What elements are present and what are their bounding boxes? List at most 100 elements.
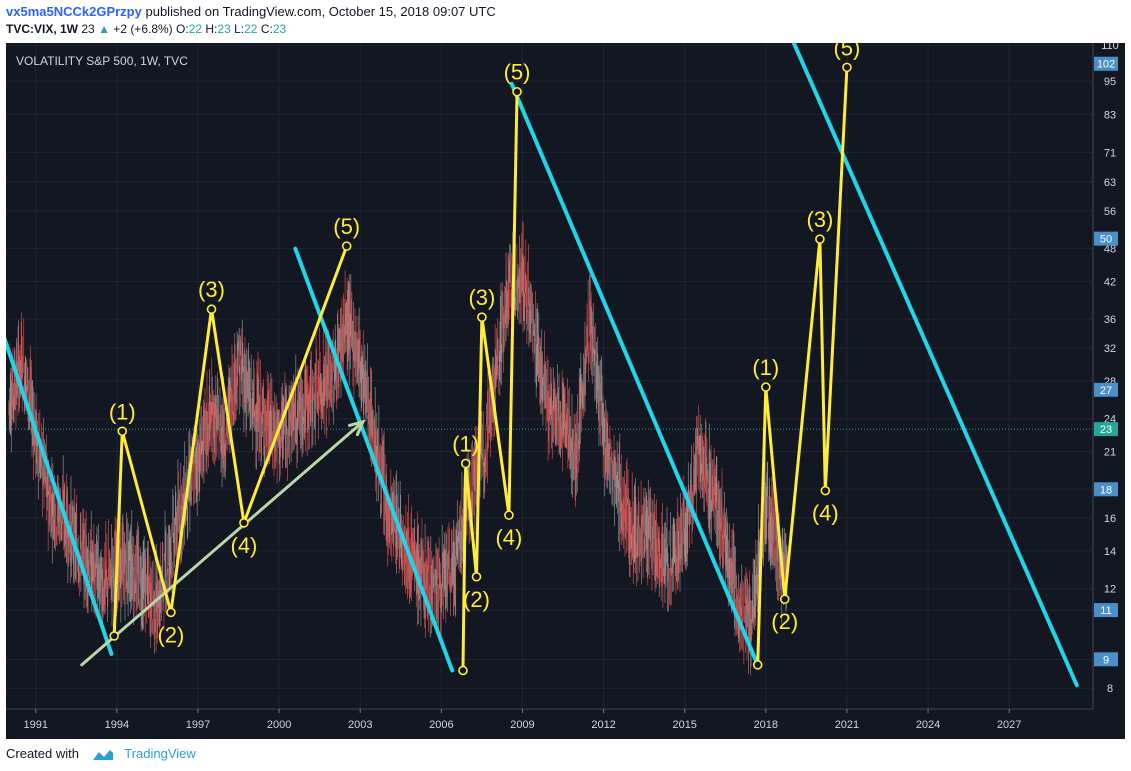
- y-tick-label: 21: [1104, 446, 1116, 458]
- price-badge: [1094, 652, 1118, 667]
- tradingview-logo-icon: [92, 749, 113, 760]
- price-badge: [1094, 422, 1118, 437]
- price-badge-label: 9: [1103, 654, 1109, 666]
- y-tick-label: 71: [1104, 148, 1116, 160]
- wave-label: (4): [812, 501, 839, 526]
- y-tick-label: 8: [1107, 683, 1113, 695]
- wave-label: (2): [157, 622, 184, 647]
- wave-label: (5): [504, 60, 531, 85]
- x-tick-label: 2018: [754, 719, 778, 731]
- trend-line: [293, 246, 455, 673]
- wave-point[interactable]: [239, 518, 249, 528]
- price-chart[interactable]: 1991 1994 1997 2000 2003 2006 2009 2012 2015 2018…: [0, 35, 1125, 739]
- price-badge-label: 102: [1097, 59, 1115, 71]
- wave-line: [112, 245, 349, 636]
- wave-point[interactable]: [761, 382, 771, 392]
- wave-point[interactable]: [109, 631, 119, 641]
- wave-label: (3): [806, 207, 833, 232]
- x-tick-label: 2009: [510, 719, 534, 731]
- price-badge-label: 27: [1100, 385, 1112, 397]
- wave-line: [461, 91, 519, 671]
- footer: Created with TradingView: [6, 746, 196, 762]
- y-tick-label: 48: [1104, 244, 1116, 256]
- trend-line: [509, 81, 760, 667]
- wave-point[interactable]: [117, 426, 128, 437]
- y-tick-label: 56: [1104, 206, 1116, 218]
- wave-label: (1): [109, 399, 136, 424]
- wave-point[interactable]: [458, 665, 468, 676]
- chart-frame[interactable]: 1991 1994 1997 2000 2003 2006 2009 2012 2015 2018…: [0, 35, 1125, 739]
- wave-point[interactable]: [460, 458, 471, 469]
- wave-label: (1): [452, 431, 479, 456]
- up-arrow-icon: ▲: [98, 22, 110, 36]
- wave-label: (4): [231, 533, 258, 558]
- x-tick-label: 2015: [672, 719, 696, 731]
- price-change: +2 (+6.8%): [113, 22, 173, 36]
- trend-line: [790, 38, 1079, 688]
- price-badge: [1094, 56, 1118, 71]
- x-tick-label: 2000: [267, 719, 291, 731]
- wave-point[interactable]: [341, 241, 352, 251]
- close-value: 23: [272, 22, 287, 36]
- wave-point[interactable]: [206, 304, 217, 315]
- open-value: 22: [188, 22, 203, 36]
- y-tick-label: 36: [1104, 314, 1116, 326]
- price-badge: [1094, 231, 1118, 246]
- wave-point[interactable]: [752, 660, 763, 670]
- wave-point[interactable]: [820, 485, 831, 496]
- low-value: 22: [244, 22, 258, 36]
- symbol-label: TVC:VIX, 1W: [6, 22, 79, 36]
- publish-info: vx5ma5NCCk2GPrzpy published on TradingVi…: [6, 4, 496, 19]
- y-tick-label: 16: [1104, 513, 1116, 525]
- wave-label: (5): [333, 214, 360, 239]
- tradingview-link[interactable]: TradingView: [124, 746, 196, 761]
- close-label: C:: [260, 22, 273, 36]
- last-price: 23: [81, 22, 95, 36]
- y-tick-label: 14: [1104, 546, 1116, 558]
- wave-label: (4): [495, 525, 522, 550]
- x-tick-label: 1991: [24, 719, 48, 731]
- x-tick-label: 2006: [429, 719, 453, 731]
- x-tick-label: 1997: [186, 719, 210, 731]
- ohlc-legend: TVC:VIX, 1W 23 ▲ +2 (+6.8%) O:22 H:23 L:…: [6, 22, 286, 36]
- wave-line: [756, 67, 849, 665]
- wave-label: (2): [771, 609, 798, 634]
- x-tick-label: 1994: [105, 719, 129, 731]
- time-axis[interactable]: [6, 709, 1125, 739]
- price-badge: [1094, 482, 1118, 497]
- wave-point[interactable]: [471, 571, 482, 582]
- author-link[interactable]: vx5ma5NCCk2GPrzpy: [6, 4, 142, 19]
- x-tick-label: 2012: [591, 719, 615, 731]
- wave-label: (3): [198, 277, 225, 302]
- wave-point[interactable]: [842, 62, 852, 73]
- y-tick-label: 83: [1104, 109, 1116, 121]
- low-label: L:: [234, 22, 245, 36]
- x-tick-label: 2024: [916, 719, 940, 731]
- x-tick-label: 2027: [997, 719, 1021, 731]
- x-tick-label: 2021: [835, 719, 859, 731]
- high-label: H:: [205, 22, 218, 36]
- wave-label: (2): [463, 587, 490, 612]
- wave-point[interactable]: [815, 234, 825, 244]
- price-badge-label: 11: [1100, 605, 1111, 617]
- wave-point[interactable]: [166, 607, 176, 618]
- wave-point[interactable]: [512, 86, 522, 97]
- created-with-text: Created with: [6, 746, 79, 761]
- wave-point[interactable]: [504, 510, 514, 520]
- wave-point[interactable]: [779, 594, 790, 604]
- price-badge-label: 23: [1100, 424, 1112, 436]
- arrow-line: [80, 420, 365, 667]
- wave-label: (1): [752, 355, 779, 380]
- wave-point[interactable]: [477, 312, 487, 322]
- y-tick-label: 42: [1104, 276, 1116, 288]
- y-tick-label: 32: [1104, 343, 1116, 355]
- x-tick-label: 2003: [348, 719, 372, 731]
- chart-title: VOLATILITY S&P 500, 1W, TVC: [16, 54, 188, 68]
- y-tick-label: 95: [1104, 76, 1116, 88]
- price-badge-label: 50: [1100, 234, 1112, 246]
- wave-label: (3): [468, 285, 495, 310]
- y-tick-label: 63: [1104, 177, 1116, 189]
- y-tick-label: 12: [1104, 584, 1116, 596]
- arrow-head: [347, 419, 366, 437]
- published-text: published on TradingView.com, October 15…: [145, 4, 496, 19]
